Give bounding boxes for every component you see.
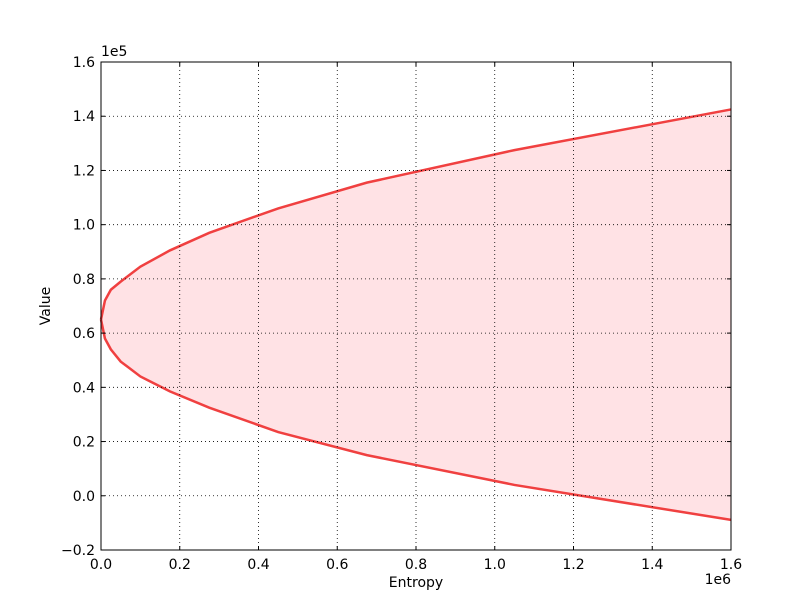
x-axis-label: Entropy — [389, 575, 443, 591]
y-tick-label: 1.6 — [73, 55, 95, 71]
x-tick-label: 0.6 — [326, 557, 348, 573]
y-tick-label: 0.0 — [73, 489, 95, 505]
curve — [99, 108, 732, 320]
y-tick-label: 0.6 — [73, 326, 95, 342]
x-tick-label: 0.4 — [247, 557, 269, 573]
x-offset-label: 1e6 — [705, 572, 732, 588]
y-axis-label: Value — [38, 287, 54, 325]
y-tick-label: 0.8 — [73, 272, 95, 288]
y-tick-label: 0.2 — [73, 435, 95, 451]
x-tick-label: 1.0 — [484, 557, 506, 573]
y-tick-label: 1.0 — [73, 218, 95, 234]
y-tick-label: 1.4 — [73, 109, 95, 125]
x-tick-label: 1.2 — [562, 557, 584, 573]
x-tick-label: 1.6 — [720, 557, 742, 573]
x-tick-label: 0.2 — [169, 557, 191, 573]
x-tick-label: 1.4 — [641, 557, 663, 573]
curve — [99, 319, 732, 522]
y-offset-label: 1e5 — [101, 44, 127, 60]
x-tick-label: 0.8 — [405, 557, 427, 573]
y-tick-label: 0.4 — [73, 380, 95, 396]
y-tick-label: 1.2 — [73, 163, 95, 179]
plot-frame — [100, 61, 732, 551]
x-tick-label: 0.0 — [90, 557, 112, 573]
y-tick-label: −0.2 — [61, 543, 95, 559]
